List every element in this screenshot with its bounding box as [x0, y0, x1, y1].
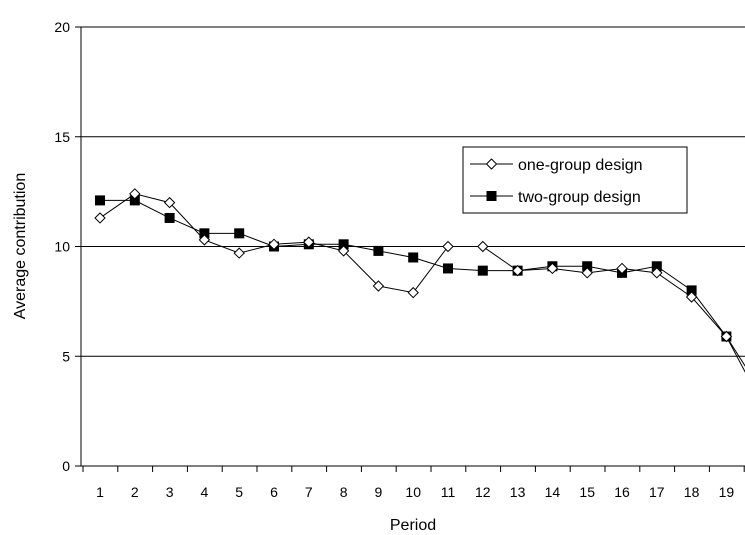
data-point-diamond — [372, 280, 385, 292]
data-point-diamond — [651, 267, 663, 279]
data-point-diamond — [616, 262, 628, 275]
x-tick-label: 4 — [201, 484, 209, 500]
legend-box — [462, 146, 688, 214]
x-tick-label: 11 — [441, 484, 456, 500]
data-point-diamond — [442, 240, 454, 253]
data-point-diamond — [129, 188, 141, 200]
legend: one-group design two-group design — [462, 146, 688, 214]
series-two-group — [95, 195, 745, 367]
series-one-group — [94, 188, 745, 373]
y-tick-label: 10 — [54, 239, 70, 255]
x-tick-label: 16 — [614, 484, 630, 500]
data-point-diamond — [581, 267, 593, 279]
x-tick-label: 3 — [166, 484, 174, 500]
x-tick-label: 9 — [375, 484, 383, 500]
x-tick-label: 17 — [649, 484, 665, 500]
x-tick-label: 6 — [270, 484, 278, 500]
y-tick-label: 15 — [54, 129, 70, 145]
x-tick-label: 12 — [475, 484, 491, 500]
x-tick-label: 1 — [96, 484, 104, 500]
data-point-diamond — [233, 247, 245, 259]
x-tick-label: 18 — [684, 484, 700, 500]
data-point-diamond — [511, 264, 524, 277]
data-point-square — [129, 195, 140, 206]
data-point-square — [686, 285, 697, 296]
x-tick-label: 5 — [235, 484, 243, 500]
x-tick-label: 13 — [510, 484, 526, 500]
data-point-diamond — [477, 240, 489, 253]
data-point-square — [408, 252, 419, 263]
x-tick-label: 7 — [305, 484, 313, 500]
data-point-square — [651, 261, 662, 272]
data-point-diamond — [268, 238, 280, 251]
data-point-square — [164, 212, 175, 223]
data-point-square — [582, 261, 593, 272]
legend-marker-two-group — [486, 191, 497, 201]
data-point-diamond — [303, 236, 315, 248]
data-point-square — [477, 265, 488, 276]
data-point-square — [443, 263, 453, 274]
x-tick-label: 8 — [340, 484, 348, 500]
data-point-diamond — [163, 196, 176, 209]
series-line — [99, 193, 745, 373]
series-layer — [94, 188, 745, 373]
data-point-square — [199, 228, 210, 239]
series-line — [100, 199, 745, 367]
data-point-diamond — [407, 286, 419, 299]
y-tick-label: 0 — [62, 458, 70, 474]
data-point-square — [95, 195, 105, 206]
legend-marker-one-group — [485, 158, 498, 170]
x-axis-title: Period — [390, 517, 436, 534]
x-tick-label: 14 — [545, 484, 561, 500]
data-point-diamond — [198, 234, 211, 246]
data-point-diamond — [337, 245, 350, 257]
data-point-diamond — [685, 291, 698, 303]
y-tick-label: 5 — [62, 348, 70, 364]
data-point-diamond — [720, 330, 733, 343]
legend-label-two-group: two-group design — [518, 189, 641, 206]
data-point-diamond — [94, 212, 106, 224]
y-tick-label: 20 — [54, 19, 70, 35]
x-tick-label: 19 — [719, 484, 735, 500]
tick-labels: 051015201234567891011121314151617181920 — [54, 19, 735, 500]
x-tick-label: 2 — [131, 484, 139, 500]
data-point-square — [234, 228, 245, 239]
gridlines — [81, 26, 745, 357]
x-tick-label: 10 — [405, 484, 421, 500]
data-point-square — [373, 245, 384, 256]
data-point-diamond — [546, 262, 559, 275]
axes — [75, 26, 745, 472]
y-axis-title: Average contribution — [12, 173, 29, 319]
legend-label-one-group: one-group design — [518, 157, 643, 174]
x-tick-label: 15 — [579, 484, 595, 500]
data-point-square — [338, 239, 349, 250]
